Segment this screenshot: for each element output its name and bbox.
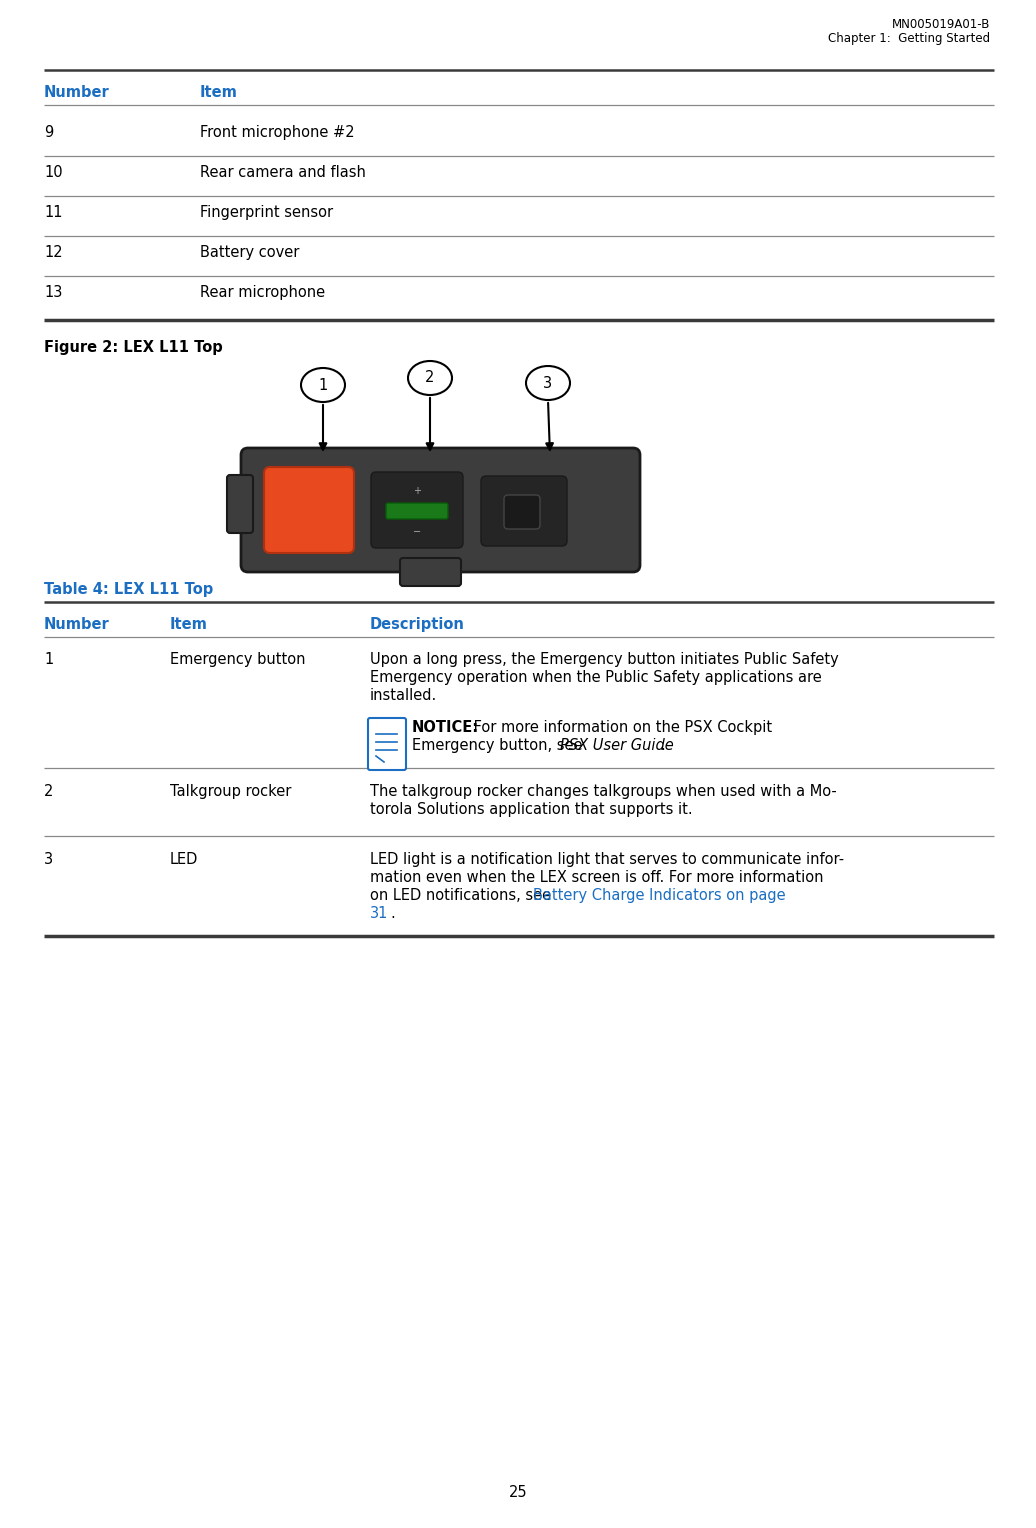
FancyBboxPatch shape [241,448,640,571]
Text: For more information on the PSX Cockpit: For more information on the PSX Cockpit [469,720,772,735]
FancyBboxPatch shape [481,477,567,545]
Text: Number: Number [44,86,110,99]
Text: torola Solutions application that supports it.: torola Solutions application that suppor… [370,802,693,817]
Text: 11: 11 [44,205,62,220]
Ellipse shape [526,367,570,400]
Text: Emergency operation when the Public Safety applications are: Emergency operation when the Public Safe… [370,669,822,685]
Text: The talkgroup rocker changes talkgroups when used with a Mo-: The talkgroup rocker changes talkgroups … [370,784,837,799]
Text: Figure 2: LEX L11 Top: Figure 2: LEX L11 Top [44,341,223,354]
Text: on LED notifications, see: on LED notifications, see [370,888,555,903]
Text: 1: 1 [318,377,327,393]
Text: 10: 10 [44,165,62,180]
Ellipse shape [408,361,452,396]
Text: MN005019A01-B: MN005019A01-B [892,18,990,31]
FancyBboxPatch shape [386,503,448,520]
Text: Item: Item [170,617,208,633]
Text: Item: Item [200,86,238,99]
Text: 2: 2 [426,370,435,385]
Text: Number: Number [44,617,110,633]
Text: Description: Description [370,617,465,633]
Text: LED: LED [170,853,198,866]
Text: PSX User Guide: PSX User Guide [560,738,673,753]
Text: Talkgroup rocker: Talkgroup rocker [170,784,291,799]
Text: 13: 13 [44,286,62,299]
Text: 25: 25 [509,1485,527,1500]
Ellipse shape [301,368,345,402]
Text: NOTICE:: NOTICE: [412,720,479,735]
Text: 2: 2 [44,784,54,799]
FancyBboxPatch shape [400,558,461,587]
Text: 1: 1 [44,652,53,668]
Text: Emergency button, see: Emergency button, see [412,738,587,753]
Text: Fingerprint sensor: Fingerprint sensor [200,205,334,220]
Text: 3: 3 [544,376,552,391]
Text: Battery cover: Battery cover [200,244,299,260]
Text: 31: 31 [370,906,388,921]
Text: Table 4: LEX L11 Top: Table 4: LEX L11 Top [44,582,213,597]
Text: Front microphone #2: Front microphone #2 [200,125,354,141]
Text: mation even when the LEX screen is off. For more information: mation even when the LEX screen is off. … [370,869,824,885]
Text: .: . [660,738,665,753]
Text: Rear microphone: Rear microphone [200,286,325,299]
Text: Emergency button: Emergency button [170,652,306,668]
Text: 3: 3 [44,853,53,866]
Text: Upon a long press, the Emergency button initiates Public Safety: Upon a long press, the Emergency button … [370,652,839,668]
Text: −: − [413,527,421,536]
Text: 12: 12 [44,244,62,260]
Text: Chapter 1:  Getting Started: Chapter 1: Getting Started [828,32,990,44]
Text: 9: 9 [44,125,53,141]
Text: Rear camera and flash: Rear camera and flash [200,165,366,180]
Text: Battery Charge Indicators on page: Battery Charge Indicators on page [533,888,785,903]
FancyBboxPatch shape [227,475,253,533]
Text: .: . [390,906,395,921]
Text: installed.: installed. [370,688,437,703]
FancyBboxPatch shape [264,468,354,553]
Text: LED light is a notification light that serves to communicate infor-: LED light is a notification light that s… [370,853,844,866]
FancyBboxPatch shape [368,718,406,770]
FancyBboxPatch shape [371,472,463,549]
FancyBboxPatch shape [503,495,540,529]
Text: +: + [413,486,421,497]
